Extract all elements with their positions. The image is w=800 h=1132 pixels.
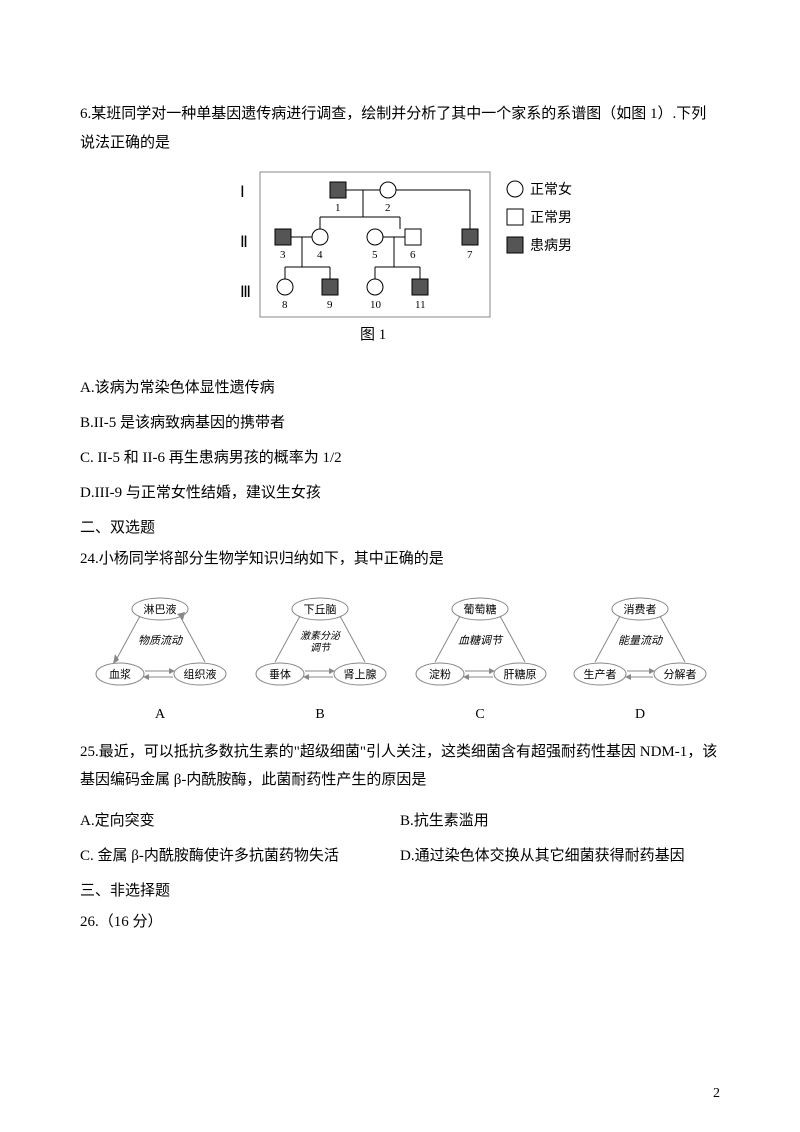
- gen-1-label: Ⅰ: [240, 184, 245, 201]
- diagram-d-letter: D: [560, 707, 720, 723]
- diag-b-mid1: 激素分泌: [300, 630, 341, 642]
- legend-filled-square: [507, 237, 523, 253]
- gen-2-label: Ⅱ: [240, 234, 248, 251]
- legend-affected-male: 患病男: [530, 238, 572, 254]
- diag-b-bl: 垂体: [269, 667, 291, 681]
- diag-d-top: 消费者: [624, 602, 657, 616]
- i10-normal-female: [367, 279, 383, 295]
- i7-affected-male: [462, 229, 478, 245]
- q26-stem: 26.（16 分）: [80, 908, 720, 937]
- i6-normal-male: [405, 229, 421, 245]
- svg-text:11: 11: [415, 299, 426, 311]
- i5-normal-female: [367, 229, 383, 245]
- legend-normal-male: 正常男: [530, 210, 572, 226]
- diag-c-top: 葡萄糖: [464, 602, 497, 616]
- q6-option-c: C. II-5 和 II-6 再生患病男孩的概率为 1/2: [80, 442, 720, 475]
- diagram-a: 淋巴液 物质流动 血浆 组织液 A: [80, 594, 240, 723]
- svg-text:2: 2: [385, 202, 391, 214]
- diag-d-br: 分解者: [664, 667, 697, 681]
- q25-options: A.定向突变 B.抗生素滥用 C. 金属 β-内酰胺酶使许多抗菌药物失活 D.通…: [80, 805, 720, 875]
- q25-option-b: B.抗生素滥用: [400, 805, 720, 838]
- diag-a-mid: 物质流动: [138, 634, 184, 647]
- diag-b-br: 肾上腺: [344, 667, 377, 681]
- diagram-d: 消费者 能量流动 生产者 分解者 D: [560, 594, 720, 723]
- svg-text:8: 8: [282, 299, 288, 311]
- diag-a-bl: 血浆: [109, 667, 131, 681]
- q24-diagrams: 淋巴液 物质流动 血浆 组织液 A 下丘脑 激素分泌 调节 垂体 肾上腺: [80, 594, 720, 723]
- q25-stem: 25.最近，可以抵抗多数抗生素的"超级细菌"引人关注，这类细菌含有超强耐药性基因…: [80, 738, 720, 795]
- diag-a-top: 淋巴液: [144, 602, 177, 616]
- diag-b-top: 下丘脑: [304, 603, 337, 616]
- svg-text:4: 4: [317, 249, 323, 261]
- legend-circle: [507, 181, 523, 197]
- svg-text:6: 6: [410, 249, 416, 261]
- diagram-b-letter: B: [240, 707, 400, 723]
- diagram-c-letter: C: [400, 707, 560, 723]
- q25-option-d: D.通过染色体交换从其它细菌获得耐药基因: [400, 840, 720, 873]
- q6-option-b: B.II-5 是该病致病基因的携带者: [80, 407, 720, 440]
- legend-square: [507, 209, 523, 225]
- svg-text:5: 5: [372, 249, 378, 261]
- diag-a-br: 组织液: [184, 667, 217, 681]
- page-number: 2: [713, 1086, 720, 1102]
- q6-option-a: A.该病为常染色体显性遗传病: [80, 372, 720, 405]
- svg-text:10: 10: [370, 299, 382, 311]
- q25-option-c: C. 金属 β-内酰胺酶使许多抗菌药物失活: [80, 840, 400, 873]
- gen-3-label: Ⅲ: [240, 284, 251, 301]
- diag-c-br: 肝糖原: [504, 667, 537, 681]
- q25-option-a: A.定向突变: [80, 805, 400, 838]
- svg-text:3: 3: [280, 249, 286, 261]
- section-2-header: 二、双选题: [80, 512, 720, 545]
- i11-affected-male: [412, 279, 428, 295]
- i4-normal-female: [312, 229, 328, 245]
- q24-stem: 24.小杨同学将部分生物学知识归纳如下，其中正确的是: [80, 545, 720, 574]
- diagram-a-letter: A: [80, 707, 240, 723]
- diagram-b: 下丘脑 激素分泌 调节 垂体 肾上腺 B: [240, 594, 400, 723]
- diag-b-mid2: 调节: [310, 642, 332, 654]
- diag-c-bl: 淀粉: [429, 667, 451, 681]
- legend-normal-female: 正常女: [530, 181, 572, 198]
- q6-stem: 6.某班同学对一种单基因遗传病进行调查，绘制并分析了其中一个家系的系谱图（如图 …: [80, 100, 720, 157]
- svg-text:1: 1: [335, 202, 341, 214]
- diag-c-mid: 血糖调节: [458, 634, 504, 647]
- i3-affected-male: [275, 229, 291, 245]
- section-3-header: 三、非选择题: [80, 875, 720, 908]
- i9-affected-male: [322, 279, 338, 295]
- diag-d-bl: 生产者: [584, 667, 617, 681]
- diagram-c: 葡萄糖 血糖调节 淀粉 肝糖原 C: [400, 594, 560, 723]
- q6-option-d: D.III-9 与正常女性结婚，建议生女孩: [80, 477, 720, 510]
- diag-d-mid: 能量流动: [618, 634, 664, 647]
- i8-normal-female: [277, 279, 293, 295]
- svg-text:9: 9: [327, 299, 333, 311]
- figure-label: 图 1: [360, 326, 386, 343]
- i2-normal-female: [380, 182, 396, 198]
- q6-options: A.该病为常染色体显性遗传病 B.II-5 是该病致病基因的携带者 C. II-…: [80, 372, 720, 510]
- i1-affected-male: [330, 182, 346, 198]
- pedigree-figure: Ⅰ Ⅱ Ⅲ 1 2 3 4 5 6 7: [80, 167, 720, 352]
- svg-text:7: 7: [467, 249, 473, 261]
